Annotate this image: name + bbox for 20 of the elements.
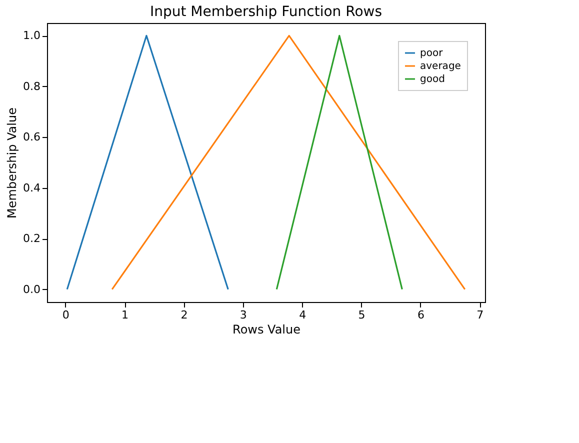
y-tick-label: 0.8: [23, 80, 40, 93]
legend-label: good: [420, 74, 445, 85]
x-tick-label: 6: [417, 308, 424, 322]
x-tick-label: 3: [240, 308, 247, 322]
y-tick-label: 0.6: [23, 130, 40, 144]
x-tick-label: 4: [299, 308, 306, 322]
x-tick-label: 1: [122, 308, 129, 322]
legend-label: poor: [420, 48, 444, 59]
x-tick-label: 7: [476, 308, 484, 322]
chart-title: Input Membership Function Rows: [150, 4, 382, 20]
x-tick-label: 5: [358, 308, 366, 322]
y-axis-title: Membership Value: [5, 108, 20, 218]
y-tick-label: 1.0: [23, 29, 40, 42]
x-tick-label: 0: [62, 308, 70, 322]
legend-label: average: [420, 61, 461, 72]
y-tick-label: 0.4: [23, 181, 40, 194]
x-tick-label: 2: [180, 308, 188, 322]
y-tick-label: 0.0: [23, 282, 40, 296]
x-axis-title: Rows Value: [232, 322, 300, 336]
y-tick-label: 0.2: [23, 232, 40, 246]
